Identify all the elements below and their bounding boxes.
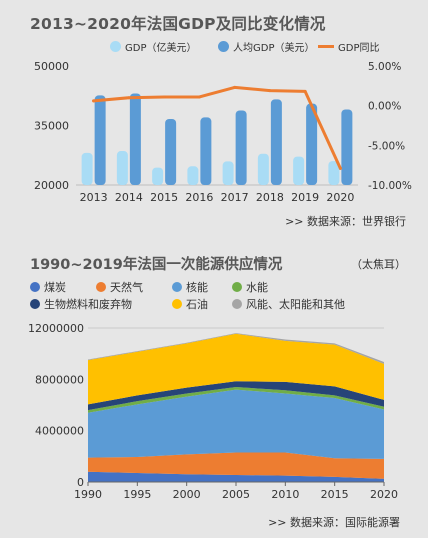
legend2-swatch [232,282,242,292]
area-layer [88,333,384,405]
gdp-growth-point [127,96,131,100]
legend1-label: 人均GDP（美元） [233,43,315,54]
bar [257,153,269,185]
legend2-swatch [30,282,40,292]
legend1-item: GDP（亿美元） [110,39,196,54]
legend1-swatch [218,41,229,52]
bar [116,151,128,185]
legend2-label: 生物燃料和废弃物 [44,298,132,311]
legend2-swatch [172,282,182,292]
y-right-tick-label: 0.00% [368,101,401,113]
legend2-item: 水能 [232,279,268,295]
legend2-swatch [172,299,182,309]
legend1-label: GDP同比 [338,43,380,54]
legend1-label: GDP（亿美元） [125,43,197,54]
x-tick-label: 2019 [291,191,319,204]
x-tick-label: 2005 [222,488,250,501]
chart2-unit: （太焦耳） [351,258,406,271]
y-tick-label: 4000000 [35,425,84,438]
legend2-item: 石油 [172,296,208,312]
gdp-growth-point [197,95,201,99]
x-tick-label: 2014 [115,191,143,204]
area-layer [88,389,384,459]
legend2-item: 天然气 [96,279,143,295]
bar [94,95,106,185]
bar [293,156,305,185]
area-layer [88,471,384,482]
area-layer [88,387,384,413]
y-right-tick-label: -5.00% [368,140,405,152]
x-tick-label: 2020 [326,191,354,204]
y-left-tick-label: 20000 [34,179,69,192]
x-tick-label: 1995 [123,488,151,501]
y-right-tick-label: -10.00% [368,180,412,192]
legend2-swatch [232,299,242,309]
gdp-chart: 20000 35000 50000 5.00% 0.00% -5.00% -10.00% 20… [34,60,412,204]
y-tick-label: 8000000 [35,373,84,386]
legend1-item: 人均GDP（美元） [218,39,314,54]
x-tick-label: 2000 [173,488,201,501]
legend1-swatch [318,45,334,48]
legend1-swatch [110,41,121,52]
y-tick-label: 0 [77,476,84,489]
legend2-swatch [96,282,106,292]
y-right-tick-label: 5.00% [368,61,401,73]
bar [235,110,247,185]
gdp-growth-point [233,85,237,89]
y-left-tick-label: 35000 [34,120,69,133]
chart1-source: >> 数据来源：世界银行 [285,215,406,228]
bar [306,103,318,185]
legend2-item: 核能 [172,279,208,295]
bar [81,152,93,185]
gdp-growth-point [338,166,342,170]
x-tick-label: 2016 [185,191,213,204]
x-tick-label: 2017 [221,191,249,204]
y-left-tick-label: 50000 [34,60,69,73]
gdp-growth-line [92,85,342,170]
chart2-title: 1990~2019年法国一次能源供应情况 [30,257,283,273]
x-tick-label: 2020 [370,488,398,501]
bar [152,167,164,185]
x-tick-label: 2010 [271,488,299,501]
bar [200,117,212,185]
legend1-item: GDP同比 [318,39,379,54]
chart1-title: 2013~2020年法国GDP及同比变化情况 [30,15,326,33]
legend2-label: 核能 [186,281,208,294]
gdp-growth-point [92,99,96,103]
legend2-label: 水能 [246,281,268,294]
legend2-item: 生物燃料和废弃物 [30,296,132,312]
bar [270,99,282,185]
chart1-legend: GDP（亿美元） 人均GDP（美元） GDP同比 [0,36,428,56]
bar [129,93,141,185]
bar [341,109,353,185]
legend2-item: 风能、太阳能和其他 [232,296,345,312]
bar [165,118,177,185]
legend2-item: 煤炭 [30,279,66,295]
chart2-legend: 煤炭 天然气 核能 水能生物燃料和废弃物 石油 风能、太阳能和其他 [0,276,428,316]
x-tick-label: 1990 [74,488,102,501]
legend2-label: 天然气 [110,281,143,294]
bar [222,161,234,185]
legend2-swatch [30,299,40,309]
gdp-growth-point [268,89,272,93]
chart2-source: >> 数据来源：国际能源署 [268,516,400,529]
legend2-label: 风能、太阳能和其他 [246,298,345,311]
x-tick-label: 2015 [321,488,349,501]
area-layer [88,381,384,411]
area-layer [88,452,384,479]
legend2-label: 石油 [186,298,208,311]
legend2-label: 煤炭 [44,281,66,294]
bar [328,161,340,185]
x-tick-label: 2015 [150,191,178,204]
bar [187,166,199,185]
y-tick-label: 12000000 [28,322,84,335]
gdp-growth-point [162,95,166,99]
x-tick-label: 2013 [80,191,108,204]
gdp-growth-point [303,89,307,93]
x-tick-label: 2018 [256,191,284,204]
